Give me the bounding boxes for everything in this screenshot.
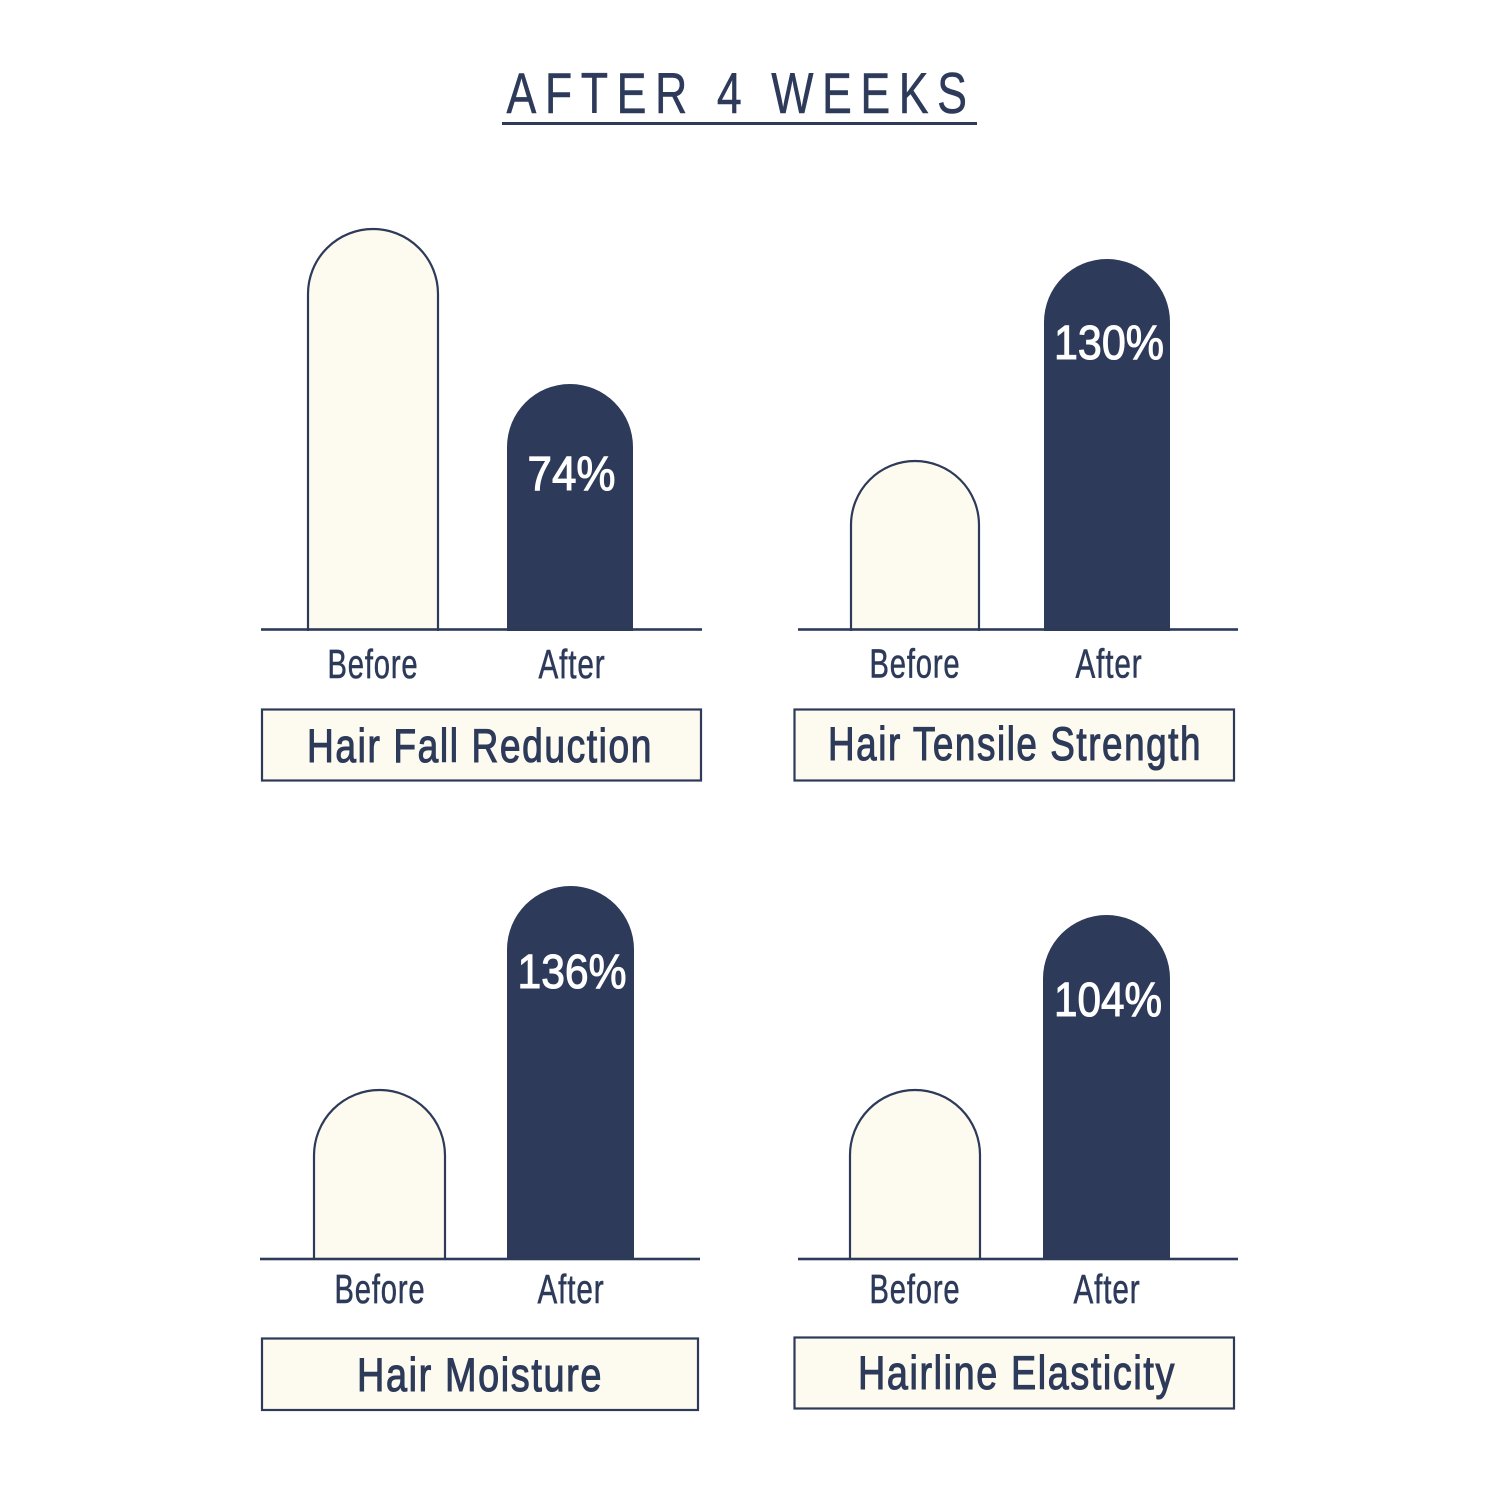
svg-text:74%: 74% [528, 447, 616, 501]
svg-text:104%: 104% [1054, 973, 1162, 1027]
svg-text:Hair Tensile Strength: Hair Tensile Strength [828, 717, 1202, 770]
svg-text:Before: Before [870, 1266, 961, 1312]
svg-text:After: After [538, 1266, 605, 1312]
svg-text:After: After [1074, 1266, 1141, 1312]
svg-text:AFTER 4 WEEKS: AFTER 4 WEEKS [507, 62, 976, 126]
svg-text:Hairline Elasticity: Hairline Elasticity [858, 1346, 1176, 1399]
svg-text:After: After [1076, 641, 1143, 687]
svg-text:Hair Moisture: Hair Moisture [357, 1348, 603, 1401]
svg-text:Before: Before [335, 1266, 426, 1312]
svg-text:Before: Before [870, 641, 961, 687]
svg-text:136%: 136% [518, 945, 627, 999]
svg-text:130%: 130% [1054, 316, 1164, 370]
svg-text:Hair Fall Reduction: Hair Fall Reduction [307, 719, 653, 772]
svg-text:After: After [539, 641, 606, 687]
svg-text:Before: Before [328, 641, 419, 687]
